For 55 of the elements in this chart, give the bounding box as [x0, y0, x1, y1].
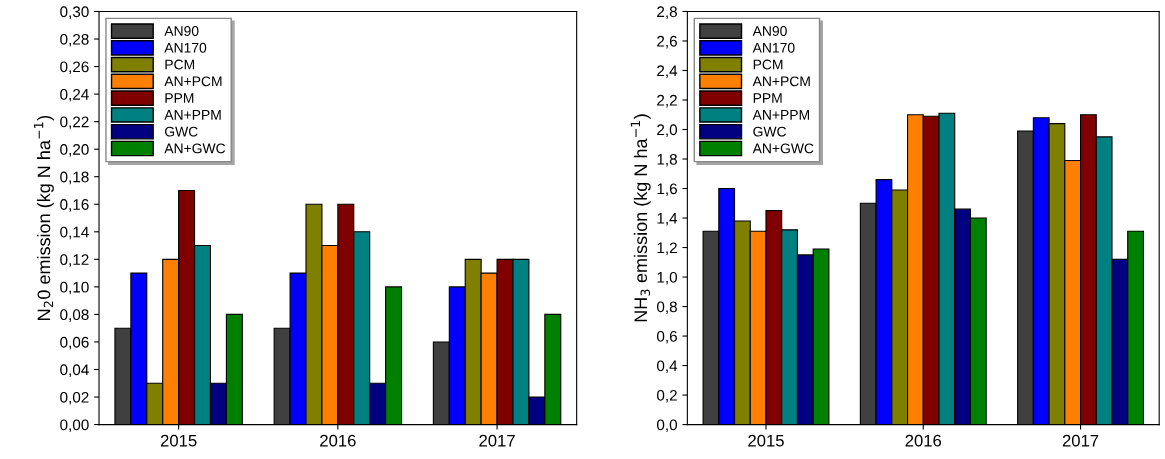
y-tick-label: 0,30: [60, 6, 89, 19]
y-tick-label: 0,18: [60, 171, 89, 185]
legend-label: AN+PCM: [752, 76, 810, 87]
y-tick-label: 0,14: [60, 226, 89, 240]
y-tick-label: 0,02: [60, 391, 89, 405]
y-tick-label: 1,8: [657, 153, 677, 167]
legend-label: AN+PCM: [164, 76, 222, 87]
x-tick-label: 2015: [160, 434, 197, 447]
legend-label: AN+PPM: [752, 110, 809, 120]
legend-label: GWC: [165, 126, 198, 137]
legend-label: AN170: [752, 42, 795, 53]
legend-label: PPM: [753, 93, 782, 103]
x-tick-label: 2016: [320, 434, 356, 447]
y-tick-label: 1,0: [657, 271, 678, 285]
y-tick-label: 0,6: [656, 330, 677, 344]
y-tick-label: 0,0: [656, 419, 678, 433]
x-tick-label: 2016: [905, 434, 942, 447]
y-axis-title: N$_{2}$0 emission (kg N ha$^{−1}$): [33, 115, 54, 320]
y-axis-title: NH$_{3}$ emission (kg N ha$^{−1}$): [630, 114, 651, 322]
y-tick-label: 2,0: [657, 124, 678, 137]
legend-label: AN+PPM: [164, 110, 221, 120]
y-tick-label: 0,28: [60, 33, 89, 47]
legend-label: AN90: [164, 26, 199, 36]
legend-label: AN90: [752, 26, 787, 36]
y-tick-label: 2,2: [657, 94, 677, 108]
y-tick-label: 0,8: [656, 301, 677, 315]
legend-label: PCM: [165, 59, 195, 70]
y-tick-label: 1,6: [657, 183, 677, 197]
x-tick-label: 2015: [748, 434, 784, 447]
legend-label: GWC: [753, 126, 787, 137]
y-tick-label: 0,04: [60, 364, 89, 377]
y-tick-label: 1,2: [657, 242, 677, 256]
y-tick-label: 0,08: [60, 309, 89, 322]
y-tick-label: 2,6: [657, 35, 677, 49]
y-tick-label: 0,00: [60, 419, 89, 433]
y-tick-label: 0,10: [60, 281, 89, 295]
legend-label: AN+GWC: [164, 143, 226, 154]
y-tick-label: 0,2: [656, 389, 677, 403]
y-tick-label: 0,06: [60, 336, 89, 350]
y-tick-label: 0,22: [60, 116, 89, 130]
y-tick-label: 2,4: [657, 65, 678, 78]
y-tick-label: 0,26: [60, 61, 89, 75]
x-tick-label: 2017: [479, 434, 515, 447]
y-tick-label: 0,12: [60, 254, 89, 267]
y-tick-label: 1,4: [657, 213, 678, 226]
legend-label: AN+GWC: [752, 143, 814, 154]
legend-label: PCM: [753, 59, 783, 70]
y-tick-label: 2,8: [657, 6, 677, 19]
y-tick-label: 0,16: [60, 199, 89, 212]
legend-label: PPM: [165, 93, 194, 103]
x-tick-label: 2017: [1062, 434, 1099, 447]
y-tick-label: 0,24: [60, 88, 89, 102]
legend-label: AN170: [164, 42, 207, 53]
y-tick-label: 0,4: [656, 360, 678, 374]
y-tick-label: 0,20: [60, 144, 89, 157]
